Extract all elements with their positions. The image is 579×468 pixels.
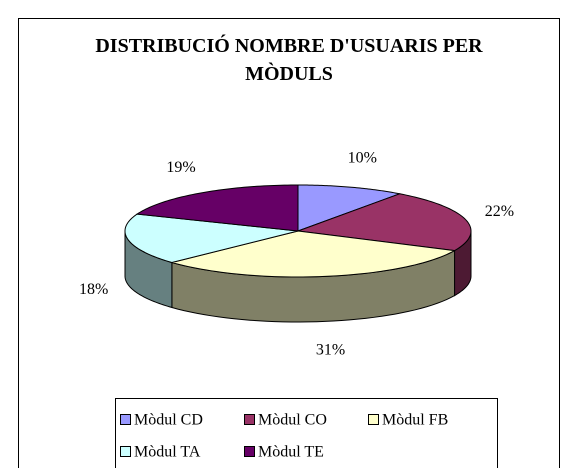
- chart-title: DISTRIBUCIÓ NOMBRE D'USUARIS PER MÒDULS: [95, 35, 483, 85]
- legend-label: Mòdul TE: [258, 444, 324, 461]
- legend-swatch: [120, 446, 131, 457]
- legend-label: Mòdul TA: [134, 444, 201, 461]
- data-label: 18%: [79, 281, 108, 298]
- pie-slice: [135, 184, 299, 232]
- pie-slice: [169, 230, 457, 278]
- data-label: 19%: [166, 159, 195, 176]
- legend-label: Mòdul CD: [134, 412, 203, 429]
- legend-swatch: [244, 414, 255, 425]
- data-label: 10%: [348, 149, 377, 166]
- data-label: 22%: [485, 203, 514, 220]
- legend-swatch: [368, 414, 379, 425]
- pie-slice: [124, 213, 299, 264]
- legend-swatch: [120, 414, 131, 425]
- legend-swatch: [244, 446, 255, 457]
- data-label: 31%: [316, 342, 345, 359]
- legend-label: Mòdul FB: [382, 412, 448, 429]
- legend-box: [115, 398, 498, 468]
- pie-slice: [297, 184, 402, 232]
- legend-label: Mòdul CO: [258, 412, 327, 429]
